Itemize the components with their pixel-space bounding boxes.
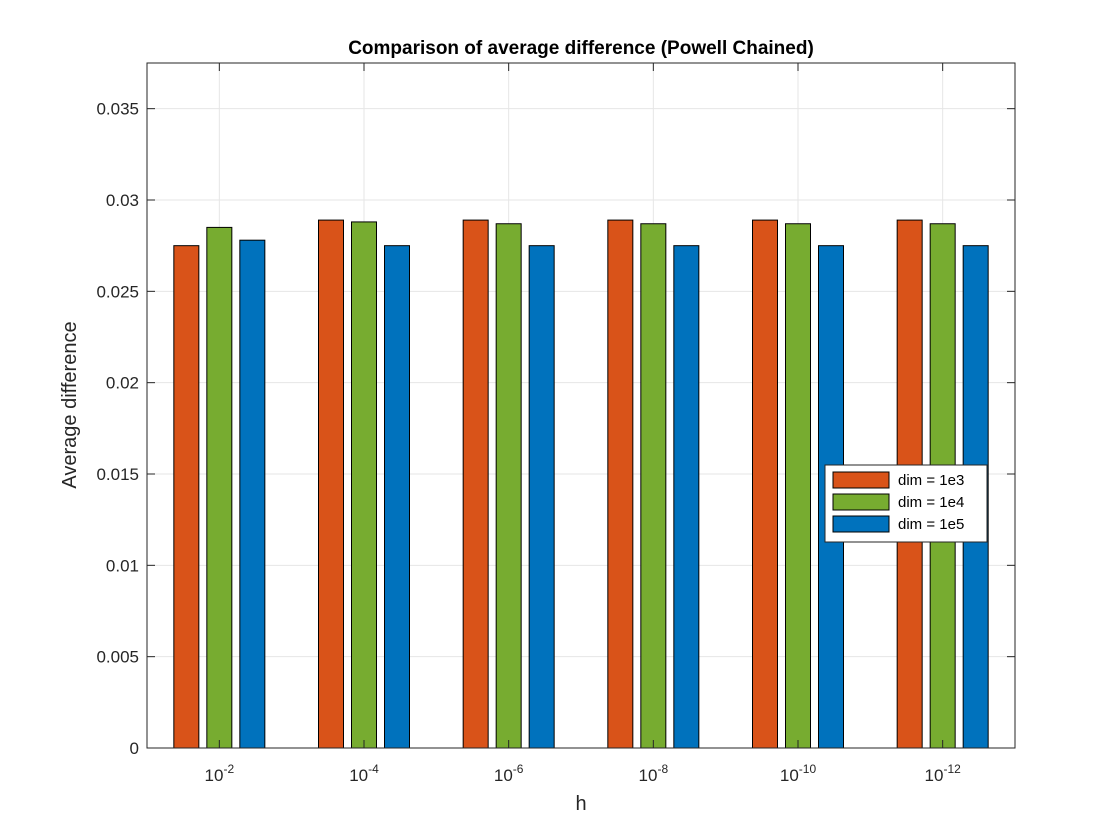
bars (173, 219, 989, 749)
legend: dim = 1e3 dim = 1e4 dim = 1e5 (824, 464, 988, 543)
bar (462, 219, 489, 749)
chart-title: Comparison of average difference (Powell… (348, 38, 814, 59)
bar (640, 223, 667, 749)
ticks (147, 63, 1015, 749)
bar (495, 223, 522, 749)
legend-swatch (832, 515, 890, 533)
legend-label: dim = 1e4 (898, 494, 964, 511)
x-tick-label: 10-2 (205, 762, 235, 785)
bar (318, 219, 344, 749)
y-tick-label: 0.01 (106, 556, 139, 575)
bar (206, 226, 233, 749)
bar (173, 245, 200, 749)
bar (752, 219, 778, 749)
y-tick-label: 0 (130, 739, 139, 758)
bar (351, 221, 377, 749)
bar (384, 245, 410, 749)
legend-swatch (832, 471, 890, 489)
x-tick-label: 10-10 (780, 762, 817, 785)
legend-label: dim = 1e5 (898, 516, 964, 533)
tick-labels: 0 0.005 0.01 0.015 0.02 0.025 0.03 0.035 10-2 10-… (96, 100, 961, 785)
x-tick-label: 10-6 (494, 762, 524, 785)
plot-frame (146, 62, 1016, 749)
y-tick-label: 0.025 (96, 282, 139, 301)
x-tick-label: 10-8 (639, 762, 669, 785)
bar (528, 245, 555, 749)
bar (673, 245, 700, 749)
bar (239, 239, 266, 749)
legend-swatch (832, 493, 890, 511)
x-axis-title: h (575, 793, 586, 815)
bar (785, 223, 811, 749)
y-axis-title: Average difference (59, 321, 81, 488)
bar (607, 219, 634, 749)
y-tick-label: 0.02 (106, 374, 139, 393)
y-tick-label: 0.005 (96, 648, 139, 667)
x-tick-label: 10-12 (925, 762, 962, 785)
y-tick-label: 0.035 (96, 100, 139, 119)
y-tick-label: 0.03 (106, 191, 139, 210)
plot-background (147, 63, 1015, 748)
legend-label: dim = 1e3 (898, 472, 964, 489)
y-tick-label: 0.015 (96, 465, 139, 484)
x-tick-label: 10-4 (349, 762, 379, 785)
